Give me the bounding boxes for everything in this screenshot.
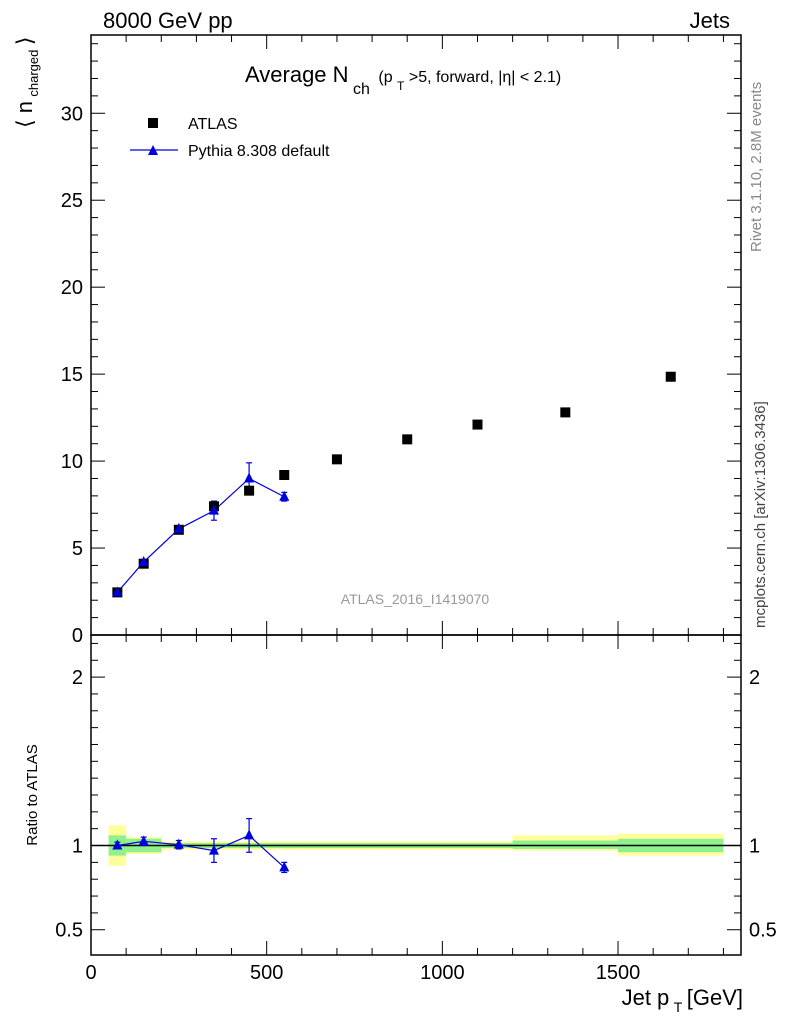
mcplots-label: mcplots.cern.ch [arXiv:1306.3436] bbox=[752, 401, 769, 628]
pythia-point bbox=[112, 586, 123, 597]
main-data-layer bbox=[112, 371, 676, 598]
ratio-frame bbox=[90, 634, 742, 956]
ratio-pythia-line bbox=[117, 834, 285, 868]
x-tick-label: 500 bbox=[250, 962, 283, 984]
atlas-point bbox=[665, 371, 676, 382]
main-ytick-label: 25 bbox=[61, 190, 83, 212]
pythia-point bbox=[244, 472, 255, 483]
ratio-pythia-point bbox=[173, 838, 184, 849]
ratio-panel: 0.5 0.5 1 1 2 2 0 500 1000 1500 Ratio to ATLAS Je… bbox=[24, 634, 777, 1016]
ratio-ylabel: Ratio to ATLAS bbox=[24, 744, 41, 845]
analysis-label: ATLAS_2016_I1419070 bbox=[341, 591, 490, 607]
pythia-point bbox=[173, 522, 184, 533]
main-ylabel: ⟨ n charged ⟩ bbox=[12, 37, 42, 128]
ratio-ytick-label-right: 1 bbox=[749, 836, 760, 858]
ratio-pythia-point bbox=[138, 835, 149, 846]
atlas-point bbox=[244, 485, 255, 496]
main-ytick-label: 15 bbox=[61, 364, 83, 386]
ratio-ytick-label-right: 2 bbox=[749, 667, 760, 689]
pythia-line bbox=[116, 477, 285, 593]
ratio-pythia-point bbox=[208, 844, 219, 855]
legend-pythia-marker bbox=[148, 145, 158, 155]
x-axis-label: Jet p T [GeV] bbox=[622, 985, 743, 1016]
ratio-ytick-label: 0.5 bbox=[55, 920, 83, 942]
ratio-band-inner bbox=[512, 840, 619, 849]
main-panel: 0 5 10 15 20 25 30 Average N ch (p T >5, forwa… bbox=[12, 34, 742, 647]
ratio-axis-ticks: 0.5 0.5 1 1 2 2 0 500 1000 1500 bbox=[55, 635, 777, 984]
main-ytick-label: 5 bbox=[72, 538, 83, 560]
ratio-pythia-point bbox=[112, 839, 123, 850]
rivet-label: Rivet 3.1.10, 2.8M events bbox=[748, 82, 765, 252]
main-axis-ticks: 0 5 10 15 20 25 30 bbox=[61, 35, 741, 647]
atlas-point bbox=[331, 454, 342, 465]
atlas-point bbox=[279, 470, 290, 480]
ratio-pythia-point bbox=[244, 829, 255, 840]
ratio-ytick-label-right: 0.5 bbox=[749, 920, 777, 942]
ratio-pythia-point bbox=[279, 861, 290, 872]
main-ytick-label: 0 bbox=[72, 625, 83, 647]
legend-pythia-label: Pythia 8.308 default bbox=[188, 143, 330, 160]
x-tick-label: 1000 bbox=[420, 962, 465, 984]
legend: ATLAS Pythia 8.308 default bbox=[130, 116, 330, 160]
atlas-point bbox=[560, 407, 571, 418]
atlas-point bbox=[472, 419, 483, 430]
pythia-point bbox=[279, 490, 290, 501]
header-left: 8000 GeV pp bbox=[103, 8, 233, 33]
x-tick-label: 0 bbox=[85, 962, 96, 984]
x-tick-label: 1500 bbox=[596, 962, 641, 984]
chart-title: Average N ch (p T >5, forward, |η| < 2.1… bbox=[245, 62, 561, 98]
header-right: Jets bbox=[690, 8, 730, 33]
legend-atlas-marker bbox=[148, 118, 158, 128]
ratio-ytick-label: 2 bbox=[72, 667, 83, 689]
main-ytick-label: 30 bbox=[61, 103, 83, 125]
pythia-point bbox=[208, 504, 219, 515]
legend-atlas-label: ATLAS bbox=[188, 116, 238, 133]
main-ytick-label: 20 bbox=[61, 277, 83, 299]
main-ytick-label: 10 bbox=[61, 451, 83, 473]
pythia-point bbox=[138, 555, 149, 566]
ratio-data-layer bbox=[112, 817, 290, 874]
ratio-ytick-label: 1 bbox=[72, 836, 83, 858]
atlas-point bbox=[402, 434, 413, 445]
